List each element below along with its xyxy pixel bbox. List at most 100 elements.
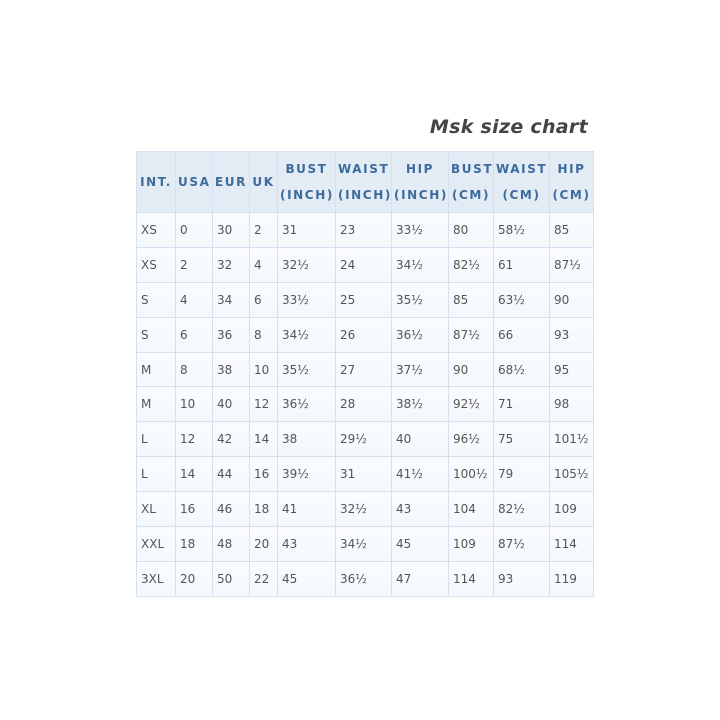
table-cell: 20	[175, 560, 213, 597]
table-cell: 16	[175, 491, 213, 528]
table-cell: 93	[549, 316, 594, 353]
table-cell: 82½	[448, 246, 494, 283]
table-cell: 18	[249, 491, 278, 528]
table-cell: 87½	[448, 316, 494, 353]
table-cell: 18	[175, 526, 213, 562]
table-cell: 87½	[549, 246, 594, 283]
table-cell: 38½	[391, 386, 449, 423]
table-cell: 40	[391, 421, 449, 458]
table-cell: 104	[448, 491, 494, 528]
table-cell: 30	[212, 212, 250, 248]
table-cell: L	[136, 456, 176, 493]
table-cell: 41½	[391, 456, 449, 493]
table-cell: 29½	[335, 421, 392, 458]
table-cell: 6	[175, 316, 213, 353]
table-cell: 25	[335, 281, 392, 318]
table-cell: 14	[175, 456, 213, 493]
column-header: USA	[175, 151, 213, 213]
table-row: L 12 42 14 38 29½ 40 96½ 75 101½	[136, 421, 594, 458]
table-row: XL 16 46 18 41 32½ 43 104 82½ 109	[136, 491, 594, 528]
table-cell: 47	[391, 560, 449, 597]
table-cell: 12	[175, 421, 213, 458]
table-row: 3XL 20 50 22 45 36½ 47 114 93 119	[136, 560, 594, 597]
table-cell: M	[136, 351, 176, 388]
table-cell: 96½	[448, 421, 494, 458]
table-cell: 10	[175, 386, 213, 423]
table-cell: 35½	[391, 281, 449, 318]
column-header: WAIST (CM)	[493, 151, 550, 213]
table-cell: 26	[335, 316, 392, 353]
column-header: BUST (INCH)	[277, 151, 336, 213]
table-cell: 79	[493, 456, 550, 493]
table-cell: 61	[493, 246, 550, 283]
table-row: XXL 18 48 20 43 34½ 45 109 87½ 114	[136, 526, 594, 562]
table-cell: 66	[493, 316, 550, 353]
table-cell: 114	[448, 560, 494, 597]
table-cell: 40	[212, 386, 250, 423]
table-cell: XS	[136, 212, 176, 248]
table-cell: 3XL	[136, 560, 176, 597]
table-cell: 37½	[391, 351, 449, 388]
table-cell: 38	[277, 421, 336, 458]
table-cell: 33½	[277, 281, 336, 318]
table-cell: 90	[448, 351, 494, 388]
column-header: HIP (CM)	[549, 151, 594, 213]
table-row: XS 2 32 4 32½ 24 34½ 82½ 61 87½	[136, 246, 594, 283]
table-row: L 14 44 16 39½ 31 41½ 100½ 79 105½	[136, 456, 594, 493]
table-row: S 4 34 6 33½ 25 35½ 85 63½ 90	[136, 281, 594, 318]
table-cell: 32	[212, 246, 250, 283]
table-cell: 46	[212, 491, 250, 528]
table-cell: 6	[249, 281, 278, 318]
table-cell: 28	[335, 386, 392, 423]
column-header: UK	[249, 151, 278, 213]
table-cell: 36	[212, 316, 250, 353]
table-cell: 2	[175, 246, 213, 283]
table-cell: 92½	[448, 386, 494, 423]
table-cell: 45	[277, 560, 336, 597]
table-cell: 36½	[277, 386, 336, 423]
table-cell: 32½	[335, 491, 392, 528]
table-cell: 10	[249, 351, 278, 388]
table-cell: 2	[249, 212, 278, 248]
table-cell: XS	[136, 246, 176, 283]
table-cell: 63½	[493, 281, 550, 318]
table-cell: 44	[212, 456, 250, 493]
table-cell: 109	[448, 526, 494, 562]
column-header: HIP (INCH)	[391, 151, 449, 213]
table-cell: 90	[549, 281, 594, 318]
table-cell: 58½	[493, 212, 550, 248]
table-cell: 43	[391, 491, 449, 528]
table-cell: 119	[549, 560, 594, 597]
table-cell: 50	[212, 560, 250, 597]
table-cell: 71	[493, 386, 550, 423]
table-cell: 75	[493, 421, 550, 458]
table-cell: 85	[448, 281, 494, 318]
table-row: S 6 36 8 34½ 26 36½ 87½ 66 93	[136, 316, 594, 353]
table-cell: 8	[249, 316, 278, 353]
table-cell: 93	[493, 560, 550, 597]
table-cell: 23	[335, 212, 392, 248]
table-cell: 4	[249, 246, 278, 283]
table-cell: 32½	[277, 246, 336, 283]
table-cell: 39½	[277, 456, 336, 493]
table-cell: L	[136, 421, 176, 458]
table-row: M 10 40 12 36½ 28 38½ 92½ 71 98	[136, 386, 594, 423]
table-cell: 80	[448, 212, 494, 248]
size-chart-table: INT. USA EUR UK BUST (INCH) WAIST (INCH) HIP (…	[136, 151, 594, 597]
column-header: EUR	[212, 151, 250, 213]
column-header: WAIST (INCH)	[335, 151, 392, 213]
table-cell: 20	[249, 526, 278, 562]
table-cell: 34½	[335, 526, 392, 562]
table-cell: 35½	[277, 351, 336, 388]
table-cell: 36½	[391, 316, 449, 353]
table-cell: 43	[277, 526, 336, 562]
table-cell: 82½	[493, 491, 550, 528]
column-header: INT.	[136, 151, 176, 213]
table-cell: 31	[277, 212, 336, 248]
table-cell: 34½	[277, 316, 336, 353]
table-cell: 85	[549, 212, 594, 248]
table-cell: 100½	[448, 456, 494, 493]
table-cell: 45	[391, 526, 449, 562]
chart-title: Msk size chart	[429, 116, 588, 138]
table-cell: XL	[136, 491, 176, 528]
